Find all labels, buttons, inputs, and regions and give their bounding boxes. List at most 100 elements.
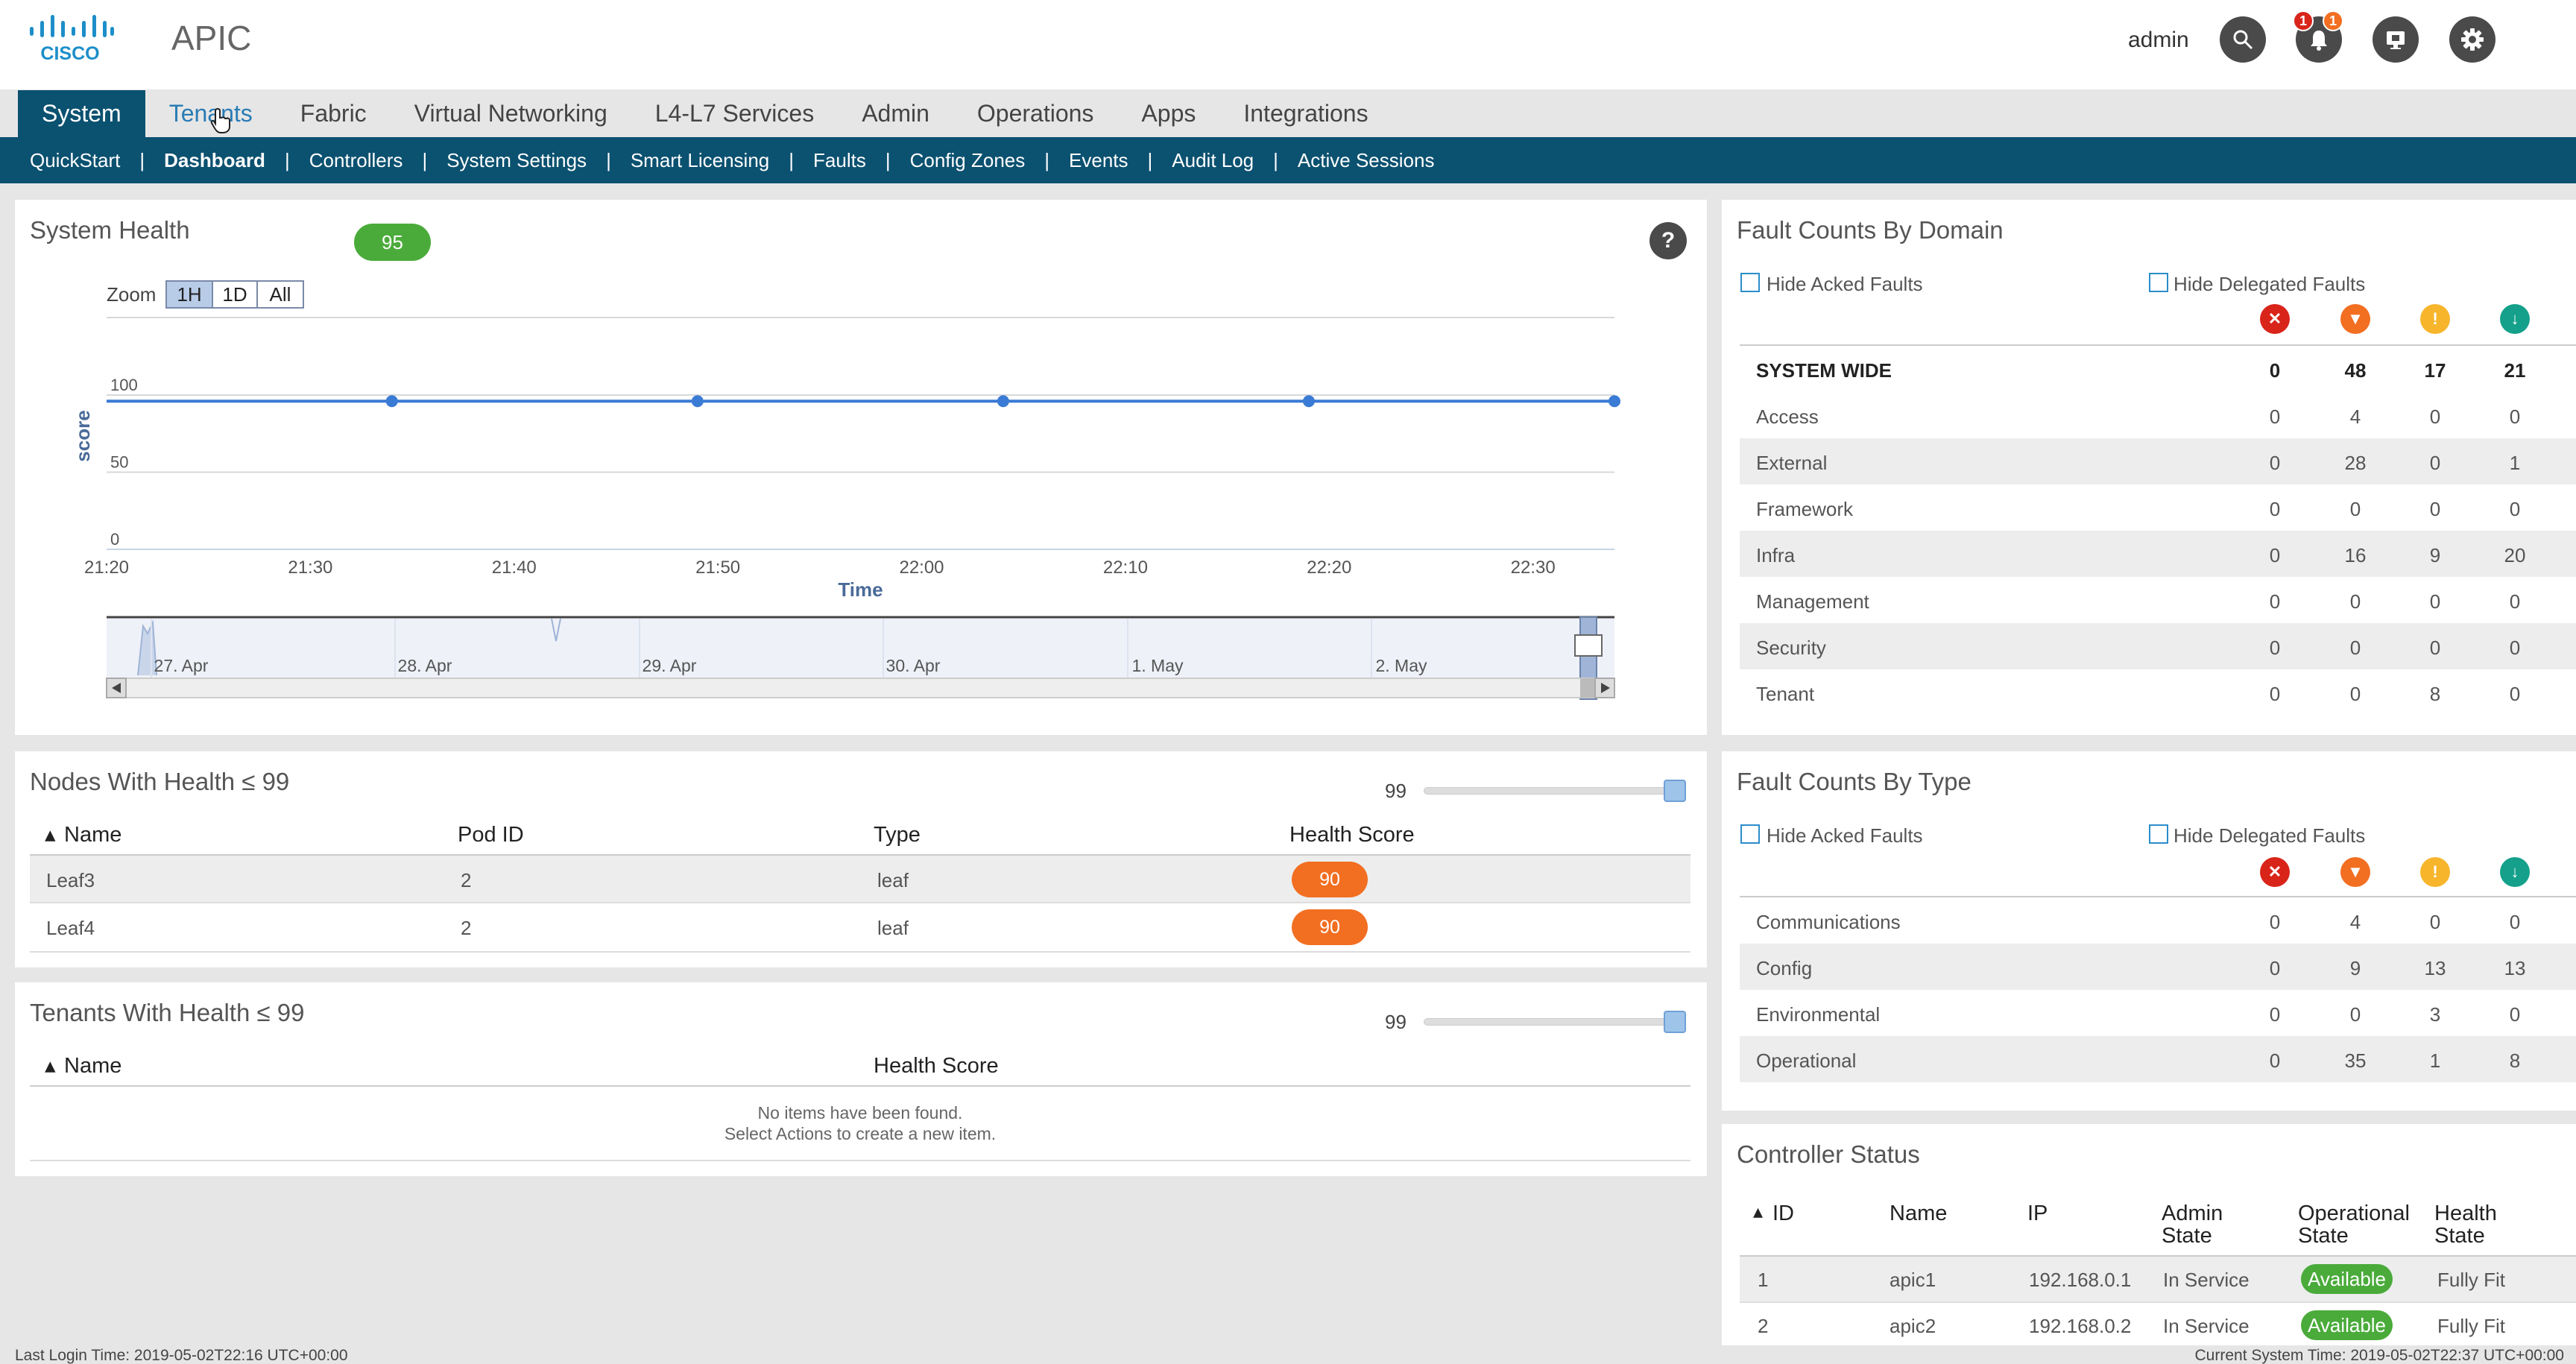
- fault-count[interactable]: 0: [2429, 405, 2441, 428]
- hide-delegated-checkbox[interactable]: [2149, 273, 2168, 292]
- tab-fabric[interactable]: Fabric: [300, 100, 367, 127]
- fault-row-label[interactable]: Management: [1756, 590, 1869, 613]
- table-row[interactable]: [1740, 1257, 2576, 1301]
- subnav-active-sessions[interactable]: Active Sessions: [1297, 148, 1435, 171]
- fault-count[interactable]: 13: [2424, 957, 2446, 979]
- user-name[interactable]: admin: [2128, 28, 2189, 52]
- fault-count[interactable]: 28: [2344, 452, 2367, 474]
- fault-count[interactable]: 8: [2429, 683, 2441, 705]
- fault-count[interactable]: 0: [2429, 498, 2441, 520]
- fault-count[interactable]: 3: [2429, 1003, 2441, 1026]
- fault-count[interactable]: 20: [2504, 544, 2526, 566]
- fault-row-label[interactable]: Environmental: [1756, 1003, 1881, 1026]
- table-row[interactable]: [1740, 944, 2576, 990]
- fault-count[interactable]: 0: [2509, 637, 2521, 659]
- subnav-config-zones[interactable]: Config Zones: [909, 148, 1026, 171]
- subnav-faults[interactable]: Faults: [813, 148, 866, 171]
- controller-col-health[interactable]: Health: [2434, 1202, 2497, 1225]
- fault-count[interactable]: 0: [2269, 957, 2281, 979]
- subnav-system-settings[interactable]: System Settings: [446, 148, 587, 171]
- subnav-events[interactable]: Events: [1069, 148, 1128, 171]
- fault-count[interactable]: 0: [2429, 590, 2441, 613]
- nodes-health-slider[interactable]: [1424, 787, 1686, 795]
- tab-admin[interactable]: Admin: [862, 100, 929, 127]
- help-icon[interactable]: ?: [1650, 222, 1687, 259]
- nodes-col-health[interactable]: Health Score: [1289, 823, 1415, 847]
- nodes-col-name[interactable]: Name: [64, 823, 122, 847]
- subnav-quickstart[interactable]: QuickStart: [30, 148, 121, 171]
- fault-count[interactable]: 0: [2509, 405, 2521, 428]
- fault-count[interactable]: 21: [2504, 359, 2526, 382]
- hide-acked-checkbox[interactable]: [1740, 273, 1760, 292]
- cisco-logo[interactable]: CISCO: [28, 15, 114, 64]
- fault-row-label[interactable]: Operational: [1756, 1049, 1857, 1072]
- controller-col-admin[interactable]: Admin: [2162, 1202, 2223, 1225]
- fault-row-label[interactable]: Config: [1756, 957, 1813, 979]
- controller-col-name[interactable]: Name: [1890, 1202, 1948, 1225]
- fault-count[interactable]: 0: [2269, 405, 2281, 428]
- controller-col-ip[interactable]: IP: [2027, 1202, 2048, 1225]
- fault-count[interactable]: 0: [2509, 590, 2521, 613]
- fault-count[interactable]: 0: [2269, 359, 2281, 382]
- controller-col-oper[interactable]: Operational: [2298, 1202, 2410, 1225]
- tab-integrations[interactable]: Integrations: [1243, 100, 1368, 127]
- tenants-sort-icon[interactable]: ▴: [45, 1054, 56, 1078]
- fault-count[interactable]: 0: [2269, 1049, 2281, 1072]
- fault-row-label[interactable]: Access: [1756, 405, 1819, 428]
- fault-count[interactable]: 0: [2349, 590, 2361, 613]
- fault-row-label[interactable]: SYSTEM WIDE: [1756, 359, 1892, 382]
- fault-count[interactable]: 0: [2429, 911, 2441, 933]
- tab-operations[interactable]: Operations: [976, 100, 1094, 127]
- tab-apps[interactable]: Apps: [1141, 100, 1196, 127]
- fault-count[interactable]: 0: [2269, 637, 2281, 659]
- fault-count[interactable]: 0: [2269, 1003, 2281, 1026]
- fault-count[interactable]: 0: [2509, 911, 2521, 933]
- tenants-slider-handle[interactable]: [1664, 1011, 1686, 1033]
- subnav-controllers[interactable]: Controllers: [309, 148, 403, 171]
- settings-button[interactable]: [2449, 16, 2496, 63]
- fault-count[interactable]: 4: [2349, 405, 2361, 428]
- fault-count[interactable]: 0: [2269, 544, 2281, 566]
- search-button[interactable]: [2220, 16, 2266, 63]
- fault-row-label[interactable]: External: [1756, 452, 1828, 474]
- fault-count[interactable]: 17: [2424, 359, 2446, 382]
- fault-count[interactable]: 0: [2269, 911, 2281, 933]
- table-row[interactable]: [1740, 623, 2576, 669]
- table-row[interactable]: [1740, 531, 2576, 577]
- fault-count[interactable]: 0: [2429, 452, 2441, 474]
- fault-count[interactable]: 48: [2344, 359, 2367, 382]
- fault-count[interactable]: 0: [2509, 1003, 2521, 1026]
- zoom-all-button[interactable]: All: [256, 280, 304, 309]
- fault-count[interactable]: 0: [2509, 683, 2521, 705]
- tab-system[interactable]: System: [18, 90, 145, 137]
- fault-row-label[interactable]: Infra: [1756, 544, 1796, 566]
- fault-count[interactable]: 16: [2344, 544, 2367, 566]
- zoom-1d-button[interactable]: 1D: [212, 280, 258, 309]
- nodes-col-type[interactable]: Type: [874, 823, 921, 847]
- feedback-button[interactable]: [2373, 16, 2419, 63]
- tenants-health-slider[interactable]: [1424, 1018, 1686, 1026]
- fault-count[interactable]: 9: [2429, 544, 2441, 566]
- nodes-slider-handle[interactable]: [1664, 780, 1686, 802]
- tab-l4-l7-services[interactable]: L4-L7 Services: [654, 100, 815, 127]
- zoom-1h-button[interactable]: 1H: [165, 280, 213, 309]
- nodes-col-pod[interactable]: Pod ID: [458, 823, 524, 847]
- fault-count[interactable]: 0: [2509, 498, 2521, 520]
- fault-row-label[interactable]: Framework: [1756, 498, 1854, 520]
- fault-count[interactable]: 0: [2269, 590, 2281, 613]
- nodes-sort-icon[interactable]: ▴: [45, 823, 56, 847]
- table-row[interactable]: [1740, 438, 2576, 484]
- controller-sort-icon[interactable]: ▴: [1753, 1200, 1764, 1222]
- tenants-col-name[interactable]: Name: [64, 1054, 122, 1078]
- fault-count[interactable]: 0: [2349, 637, 2361, 659]
- fault-row-label[interactable]: Security: [1756, 637, 1826, 659]
- fault-count[interactable]: 35: [2344, 1049, 2367, 1072]
- fault-count[interactable]: 0: [2269, 498, 2281, 520]
- tenants-col-health[interactable]: Health Score: [874, 1054, 999, 1078]
- alerts-button[interactable]: 1 1: [2293, 10, 2343, 63]
- fault-count[interactable]: 0: [2429, 637, 2441, 659]
- fault-count[interactable]: 0: [2269, 452, 2281, 474]
- fault-count[interactable]: 0: [2269, 683, 2281, 705]
- fault-row-label[interactable]: Tenant: [1756, 683, 1815, 705]
- fault-count[interactable]: 1: [2509, 452, 2521, 474]
